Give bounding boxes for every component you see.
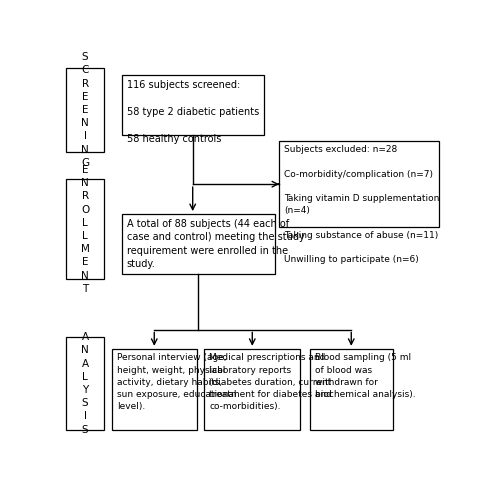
Text: A
N
A
L
Y
S
I
S: A N A L Y S I S — [81, 332, 89, 434]
FancyBboxPatch shape — [204, 349, 301, 430]
Text: 116 subjects screened:

58 type 2 diabetic patients

58 healthy controls: 116 subjects screened: 58 type 2 diabeti… — [126, 80, 259, 144]
FancyBboxPatch shape — [310, 349, 393, 430]
FancyBboxPatch shape — [66, 180, 104, 280]
FancyBboxPatch shape — [112, 349, 196, 430]
FancyBboxPatch shape — [122, 214, 275, 274]
FancyBboxPatch shape — [122, 76, 264, 135]
Text: S
C
R
E
E
N
I
N
G: S C R E E N I N G — [81, 52, 89, 168]
FancyBboxPatch shape — [66, 68, 104, 152]
Text: A total of 88 subjects (44 each of
case and control) meeting the study
requireme: A total of 88 subjects (44 each of case … — [126, 218, 305, 270]
Text: Blood sampling (5 ml
of blood was
withdrawn for
biochemical analysis).: Blood sampling (5 ml of blood was withdr… — [315, 354, 416, 399]
Text: E
N
R
O
L
L
M
E
N
T: E N R O L L M E N T — [81, 165, 89, 294]
FancyBboxPatch shape — [66, 337, 104, 430]
FancyBboxPatch shape — [279, 141, 439, 228]
Text: Medical prescriptions and
laboratory reports
(diabetes duration, current
treatme: Medical prescriptions and laboratory rep… — [209, 354, 332, 411]
Text: Personal interview (age,
height, weight, physical
activity, dietary habits,
sun : Personal interview (age, height, weight,… — [117, 354, 237, 411]
Text: Subjects excluded: n=28

Co-morbidity/complication (n=7)

Taking vitamin D suppl: Subjects excluded: n=28 Co-morbidity/com… — [284, 146, 439, 264]
